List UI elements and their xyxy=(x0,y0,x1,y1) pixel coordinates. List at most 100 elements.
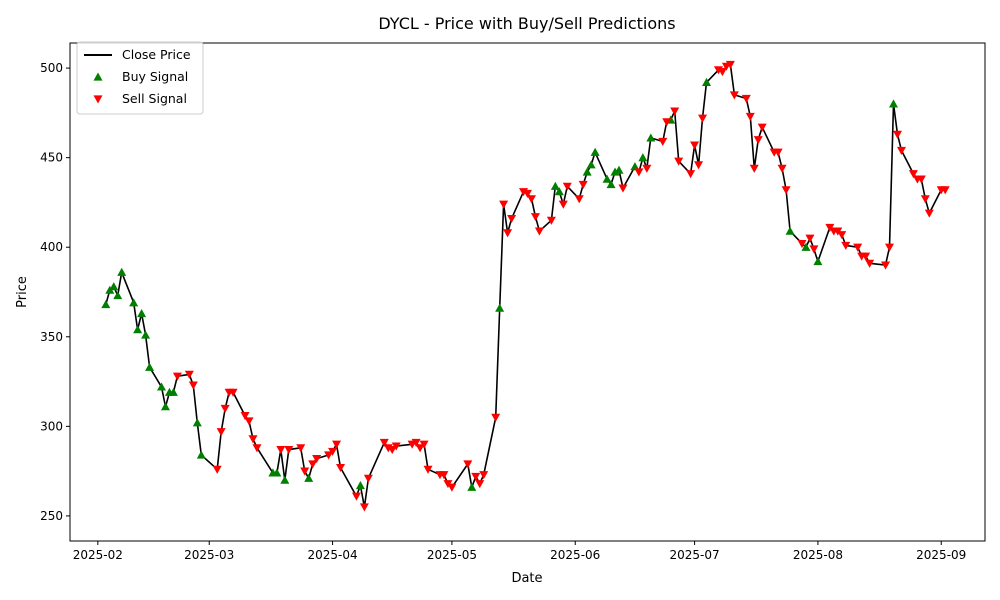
sell-signal-marker xyxy=(546,216,556,225)
sell-signal-marker xyxy=(328,447,338,456)
plot-area xyxy=(69,42,986,542)
buy-signal-marker xyxy=(355,480,365,490)
buy-signal-marker xyxy=(638,153,648,162)
x-tick-label: 2025-09 xyxy=(916,548,966,562)
legend-sell-swatch xyxy=(93,95,103,104)
sell-signal-marker xyxy=(379,438,389,447)
y-tick-label: 250 xyxy=(40,509,63,523)
sell-signal-marker xyxy=(240,412,250,421)
sell-signal-marker xyxy=(212,465,222,474)
sell-signal-marker xyxy=(658,137,668,147)
sell-signal-marker xyxy=(463,460,473,469)
buy-signal-marker xyxy=(113,291,123,300)
sell-signal-marker xyxy=(837,231,847,240)
buy-signal-marker xyxy=(801,242,811,251)
x-axis: 2025-02 2025-03 2025-04 2025-05 2025-06 2025-… xyxy=(73,541,966,562)
sell-signal-marker xyxy=(916,175,926,184)
sell-signal-marker xyxy=(558,200,568,209)
sell-signal-marker xyxy=(363,474,373,483)
sell-signal-marker xyxy=(276,446,286,455)
sell-signal-marker xyxy=(797,240,807,249)
x-tick-label: 2025-03 xyxy=(184,548,234,562)
sell-signal-marker xyxy=(662,118,672,127)
sell-signal-marker xyxy=(308,460,318,469)
sell-signal-marker xyxy=(244,417,254,426)
sell-signal-marker xyxy=(188,381,198,390)
x-tick-label: 2025-08 xyxy=(793,548,843,562)
buy-signal-marker xyxy=(582,167,592,176)
buy-signal-marker xyxy=(157,382,166,391)
sell-signals xyxy=(172,60,950,512)
sell-signal-marker xyxy=(479,471,489,480)
sell-signal-marker xyxy=(753,136,763,145)
sell-signal-marker xyxy=(773,148,783,157)
sell-signal-marker xyxy=(698,114,708,123)
sell-signal-marker xyxy=(725,60,735,69)
sell-signal-marker xyxy=(940,186,950,195)
sell-signal-marker xyxy=(534,227,544,236)
legend-label: Sell Signal xyxy=(122,91,187,106)
y-tick-label: 500 xyxy=(40,61,63,75)
sell-signal-marker xyxy=(757,123,767,132)
sell-signal-marker xyxy=(351,492,361,501)
axes-frame xyxy=(69,42,986,542)
sell-signal-marker xyxy=(865,259,875,268)
y-tick-label: 300 xyxy=(40,419,63,433)
sell-signal-marker xyxy=(690,141,700,150)
sell-signal-marker xyxy=(324,451,334,460)
sell-signal-marker xyxy=(172,372,182,381)
buy-signal-marker xyxy=(702,77,712,87)
y-axis-label: Price xyxy=(15,276,30,308)
sell-signal-marker xyxy=(415,444,425,453)
sell-signal-marker xyxy=(908,170,918,179)
sell-signal-marker xyxy=(499,200,509,209)
sell-signal-marker xyxy=(841,241,851,250)
sell-signal-marker xyxy=(861,252,871,261)
sell-signal-marker xyxy=(503,229,513,238)
sell-signal-marker xyxy=(574,195,584,204)
chart-title: DYCL - Price with Buy/Sell Predictions xyxy=(378,14,675,33)
buy-signal-marker xyxy=(141,330,151,339)
sell-signal-marker xyxy=(853,243,863,252)
sell-signal-marker xyxy=(749,164,759,173)
sell-signal-marker xyxy=(411,438,421,447)
sell-signal-marker xyxy=(184,370,194,379)
sell-signal-marker xyxy=(471,472,481,482)
sell-signal-marker xyxy=(578,180,588,190)
sell-signal-marker xyxy=(674,157,684,166)
x-tick-label: 2025-06 xyxy=(550,548,600,562)
buy-signals xyxy=(101,77,898,491)
sell-signal-marker xyxy=(296,444,306,453)
buy-signal-marker xyxy=(304,473,314,482)
sell-signal-marker xyxy=(216,428,226,437)
sell-signal-marker xyxy=(526,195,536,204)
sell-signal-marker xyxy=(892,130,902,139)
legend: Close Price Buy Signal Sell Signal xyxy=(76,41,204,115)
buy-signal-marker xyxy=(889,99,898,108)
sell-signal-marker xyxy=(391,442,401,451)
sell-signal-marker xyxy=(507,214,517,224)
y-tick-label: 400 xyxy=(40,240,63,254)
sell-signal-marker xyxy=(491,413,501,422)
y-tick-label: 450 xyxy=(40,151,63,165)
sell-signal-marker xyxy=(694,161,704,170)
buy-signal-marker xyxy=(646,133,656,142)
buy-signal-marker xyxy=(133,325,143,334)
legend-label: Close Price xyxy=(122,47,191,62)
sell-signal-marker xyxy=(642,164,652,173)
sell-signal-marker xyxy=(745,112,755,121)
buy-signal-marker xyxy=(196,450,206,459)
buy-signal-marker xyxy=(813,257,823,266)
sell-signal-marker xyxy=(220,404,230,413)
sell-signal-marker xyxy=(777,164,787,173)
buy-signal-marker xyxy=(168,387,178,396)
sell-signal-marker xyxy=(686,170,696,179)
legend-label: Buy Signal xyxy=(122,69,188,84)
sell-signal-marker xyxy=(741,94,751,104)
x-tick-label: 2025-04 xyxy=(307,548,357,562)
sell-signal-marker xyxy=(284,446,294,455)
sell-signal-marker xyxy=(618,184,628,193)
sell-signal-marker xyxy=(312,454,322,464)
sell-signal-marker xyxy=(419,440,429,449)
buy-signal-marker xyxy=(630,162,640,171)
